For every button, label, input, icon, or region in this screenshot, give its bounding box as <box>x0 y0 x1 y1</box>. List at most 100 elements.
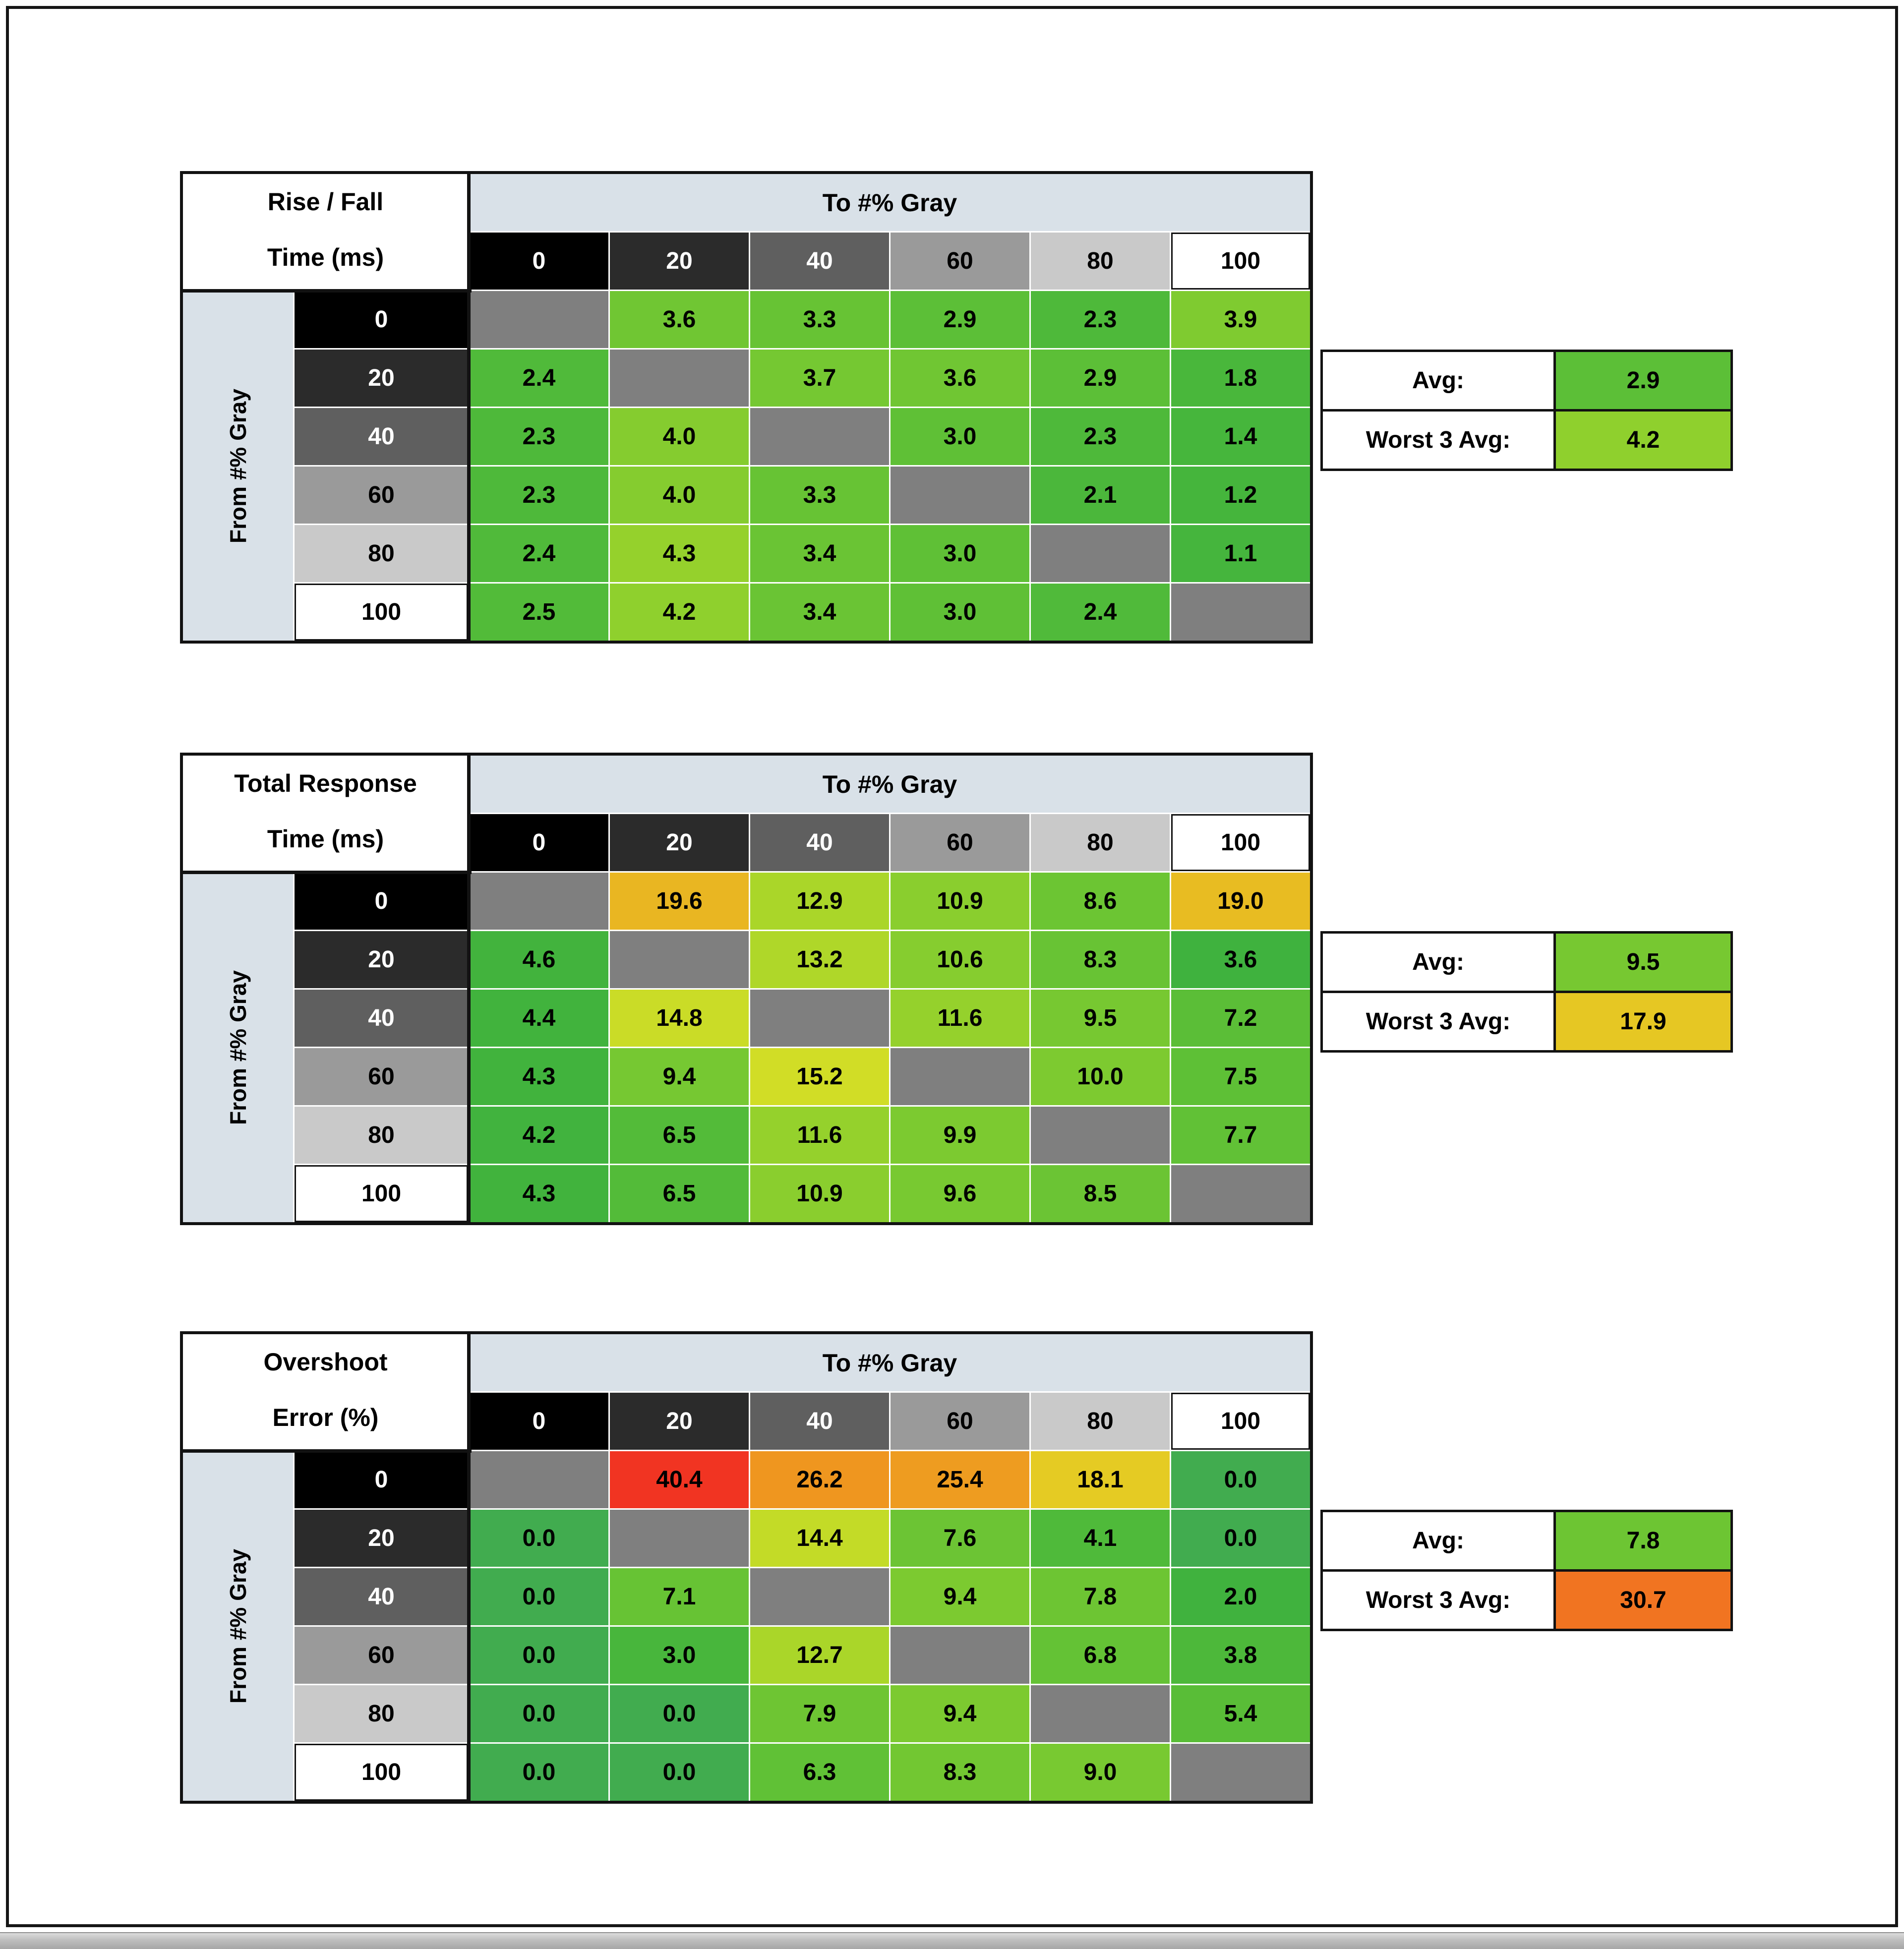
table-black-divider-v <box>467 756 471 1222</box>
to-gray-col-header: 60 <box>891 233 1029 290</box>
heatmap-diagonal-cell <box>1171 584 1310 641</box>
heatmap-cell: 2.9 <box>1031 350 1170 407</box>
heatmap-cell: 9.5 <box>1031 990 1170 1047</box>
from-gray-row-header: 80 <box>295 1685 468 1742</box>
heatmap-cell: 0.0 <box>1171 1510 1310 1567</box>
from-gray-row-header: 0 <box>295 291 468 348</box>
heatmap-cell: 19.6 <box>610 873 749 930</box>
heatmap-cell: 0.0 <box>470 1685 608 1742</box>
heatmap-diagonal-cell <box>1031 1107 1170 1164</box>
worst3-avg-label: Worst 3 Avg: <box>1323 1572 1553 1629</box>
heatmap-cell: 0.0 <box>610 1685 749 1742</box>
heatmap-cell: 3.0 <box>891 408 1029 465</box>
from-gray-row-header: 20 <box>295 931 468 988</box>
heatmap-cell: 3.0 <box>891 584 1029 641</box>
heatmap-cell: 3.6 <box>891 350 1029 407</box>
heatmap-cell: 11.6 <box>891 990 1029 1047</box>
heatmap-diagonal-cell <box>610 1510 749 1567</box>
response-table-rise-fall-time: Rise / Fall Time (ms) To #% Gray 0 20 40 60 80 1… <box>180 171 1313 644</box>
to-gray-col-header: 60 <box>891 814 1029 871</box>
from-gray-row-header: 100 <box>295 1165 468 1222</box>
heatmap-cell: 3.7 <box>750 350 889 407</box>
avg-value: 7.8 <box>1556 1512 1730 1569</box>
heatmap-diagonal-cell <box>610 931 749 988</box>
heatmap-cell: 3.0 <box>891 525 1029 582</box>
heatmap-cell: 10.0 <box>1031 1048 1170 1105</box>
heatmap-cell: 15.2 <box>750 1048 889 1105</box>
heatmap-cell: 10.9 <box>891 873 1029 930</box>
heatmap-cell: 4.0 <box>610 408 749 465</box>
worst3-avg-value: 4.2 <box>1556 412 1730 469</box>
table-title-line: Rise / Fall <box>267 188 384 216</box>
heatmap-cell: 5.4 <box>1171 1685 1310 1742</box>
heatmap-diagonal-cell <box>1031 1685 1170 1742</box>
from-gray-axis-text: From #% Gray <box>225 1548 251 1704</box>
heatmap-cell: 1.2 <box>1171 467 1310 524</box>
heatmap-cell: 2.1 <box>1031 467 1170 524</box>
heatmap-cell: 0.0 <box>610 1744 749 1801</box>
table-title: Total Response Time (ms) <box>183 756 468 871</box>
heatmap-cell: 9.9 <box>891 1107 1029 1164</box>
heatmap-cell: 19.0 <box>1171 873 1310 930</box>
heatmap-cell: 14.8 <box>610 990 749 1047</box>
table-title-line: Error (%) <box>272 1404 379 1431</box>
heatmap-cell: 2.4 <box>470 350 608 407</box>
heatmap-cell: 40.4 <box>610 1451 749 1508</box>
to-gray-col-header: 0 <box>470 814 608 871</box>
heatmap-cell: 2.3 <box>1031 291 1170 348</box>
to-gray-axis-label: To #% Gray <box>470 1334 1310 1391</box>
heatmap-cell: 4.2 <box>610 584 749 641</box>
heatmap-diagonal-cell <box>470 873 608 930</box>
heatmap-cell: 3.6 <box>1171 931 1310 988</box>
heatmap-cell: 4.3 <box>470 1165 608 1222</box>
heatmap-cell: 0.0 <box>470 1510 608 1567</box>
heatmap-cell: 8.5 <box>1031 1165 1170 1222</box>
heatmap-cell: 10.9 <box>750 1165 889 1222</box>
heatmap-cell: 3.3 <box>750 467 889 524</box>
to-gray-col-header: 100 <box>1171 1393 1310 1450</box>
heatmap-diagonal-cell <box>750 990 889 1047</box>
heatmap-cell: 6.8 <box>1031 1627 1170 1684</box>
from-gray-row-header: 40 <box>295 1568 468 1625</box>
avg-label: Avg: <box>1323 934 1553 991</box>
to-gray-col-header: 80 <box>1031 233 1170 290</box>
to-gray-col-header: 100 <box>1171 814 1310 871</box>
heatmap-diagonal-cell <box>891 1627 1029 1684</box>
heatmap-cell: 0.0 <box>470 1568 608 1625</box>
heatmap-cell: 14.4 <box>750 1510 889 1567</box>
from-gray-row-header: 60 <box>295 467 468 524</box>
heatmap-cell: 12.9 <box>750 873 889 930</box>
table-black-divider-v <box>467 174 471 641</box>
heatmap-cell: 4.0 <box>610 467 749 524</box>
to-gray-col-header: 60 <box>891 1393 1029 1450</box>
heatmap-cell: 7.9 <box>750 1685 889 1742</box>
from-gray-axis-label: From #% Gray <box>183 1451 293 1801</box>
heatmap-cell: 3.6 <box>610 291 749 348</box>
heatmap-cell: 4.4 <box>470 990 608 1047</box>
heatmap-cell: 18.1 <box>1031 1451 1170 1508</box>
heatmap-cell: 4.6 <box>470 931 608 988</box>
from-gray-axis-text: From #% Gray <box>225 388 251 543</box>
heatmap-cell: 0.0 <box>1171 1451 1310 1508</box>
from-gray-row-header: 0 <box>295 1451 468 1508</box>
to-gray-col-header: 20 <box>610 814 749 871</box>
heatmap-cell: 10.6 <box>891 931 1029 988</box>
heatmap-cell: 3.4 <box>750 525 889 582</box>
heatmap-cell: 2.3 <box>1031 408 1170 465</box>
heatmap-cell: 9.4 <box>610 1048 749 1105</box>
summary-box: Avg: 9.5 Worst 3 Avg: 17.9 <box>1320 931 1733 1053</box>
heatmap-cell: 6.5 <box>610 1165 749 1222</box>
heatmap-cell: 3.4 <box>750 584 889 641</box>
table-title: Rise / Fall Time (ms) <box>183 174 468 290</box>
heatmap-cell: 3.9 <box>1171 291 1310 348</box>
heatmap-diagonal-cell <box>1031 525 1170 582</box>
table-title-line: Total Response <box>234 769 417 797</box>
heatmap-cell: 8.6 <box>1031 873 1170 930</box>
heatmap-diagonal-cell <box>470 291 608 348</box>
heatmap-cell: 4.1 <box>1031 1510 1170 1567</box>
heatmap-cell: 3.8 <box>1171 1627 1310 1684</box>
avg-label: Avg: <box>1323 1512 1553 1569</box>
heatmap-cell: 0.0 <box>470 1744 608 1801</box>
heatmap-cell: 12.7 <box>750 1627 889 1684</box>
heatmap-cell: 8.3 <box>891 1744 1029 1801</box>
